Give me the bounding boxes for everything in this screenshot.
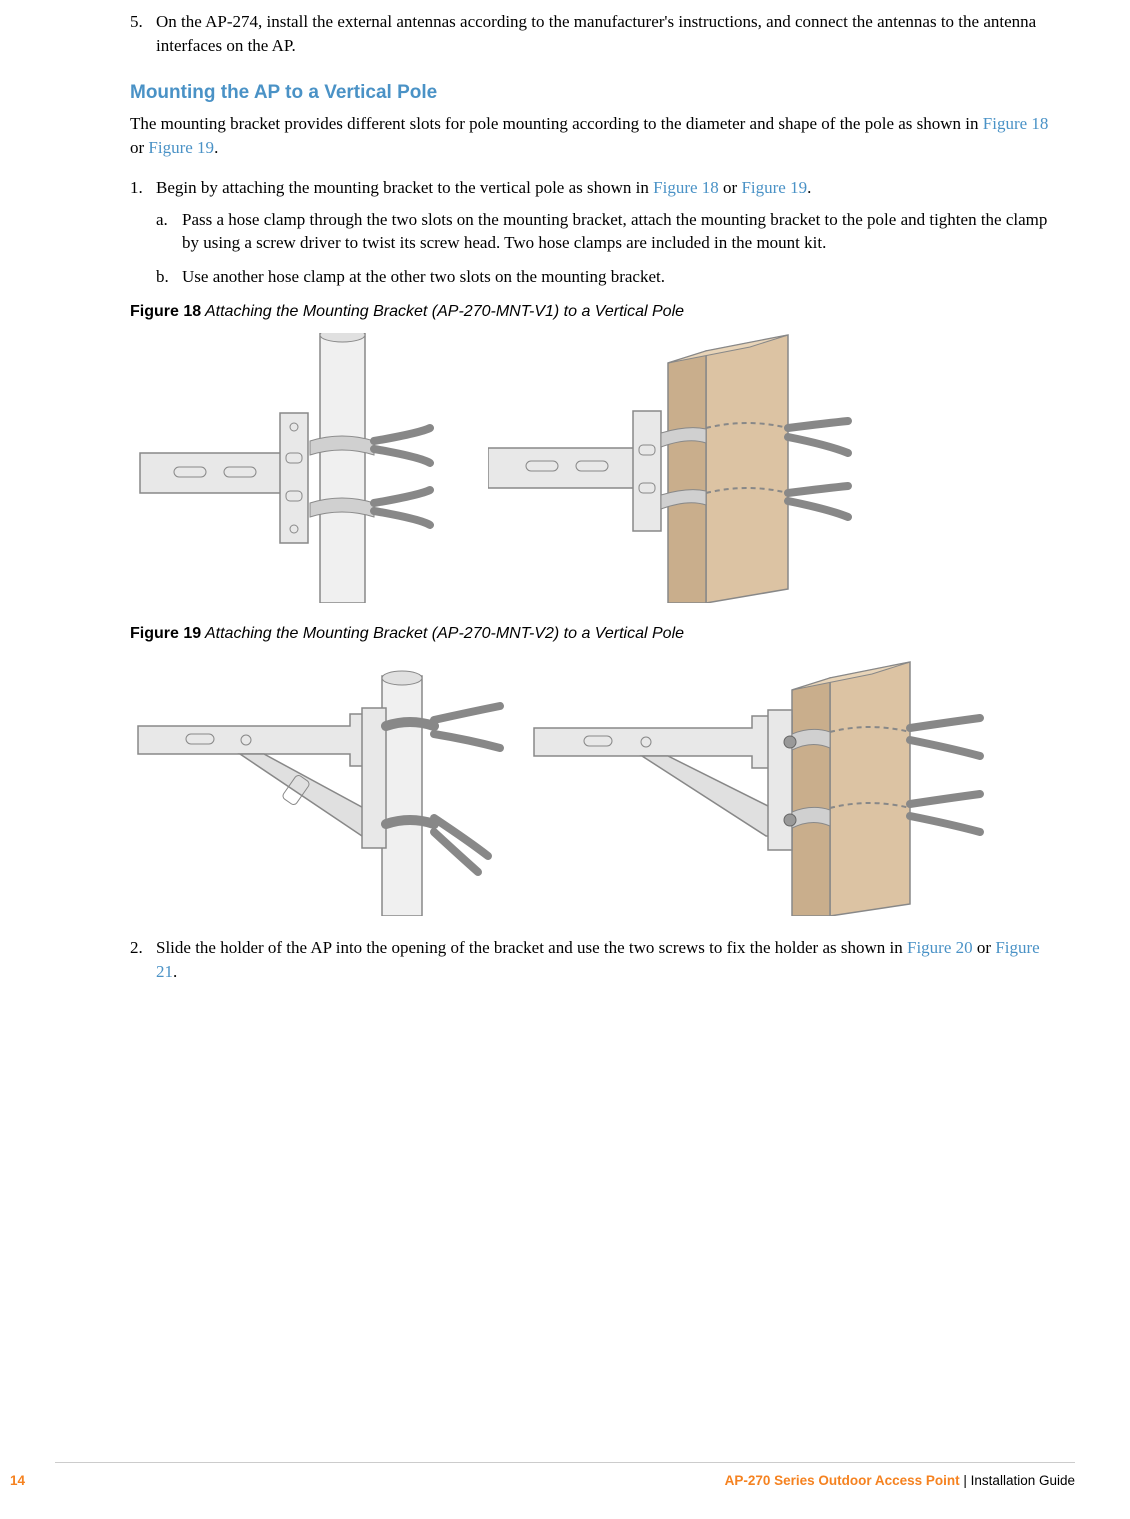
intro-paragraph: The mounting bracket provides different …	[130, 112, 1055, 160]
footer-divider	[55, 1462, 1075, 1463]
figure-18-title: Attaching the Mounting Bracket (AP-270-M…	[201, 303, 684, 320]
footer-right: AP-270 Series Outdoor Access Point | Ins…	[725, 1472, 1075, 1491]
section-heading: Mounting the AP to a Vertical Pole	[130, 80, 1055, 107]
footer-doc-title: AP-270 Series Outdoor Access Point	[725, 1473, 960, 1488]
step-1b: Use another hose clamp at the other two …	[156, 265, 1055, 289]
figure-18-right-illustration	[488, 333, 858, 603]
figure-19-right-illustration	[530, 656, 990, 916]
intro-text-a: The mounting bracket provides different …	[130, 114, 983, 133]
figure-19-caption: Figure 19 Attaching the Mounting Bracket…	[130, 623, 1055, 645]
link-figure-18[interactable]: Figure 18	[983, 114, 1049, 133]
step-2-or: or	[973, 938, 996, 957]
link-figure-19[interactable]: Figure 19	[148, 138, 214, 157]
step-1-period: .	[807, 178, 811, 197]
link-figure-18-b[interactable]: Figure 18	[653, 178, 719, 197]
footer-doc-type: Installation Guide	[971, 1473, 1075, 1488]
step-2-period: .	[173, 962, 177, 981]
intro-or: or	[130, 138, 148, 157]
step-5-text: On the AP-274, install the external ante…	[156, 12, 1036, 55]
step-1a-text: Pass a hose clamp through the two slots …	[182, 210, 1047, 253]
figure-19-row	[130, 656, 1055, 916]
figure-19-label: Figure 19	[130, 625, 201, 642]
figure-19-title: Attaching the Mounting Bracket (AP-270-M…	[201, 625, 684, 642]
step-1: Begin by attaching the mounting bracket …	[130, 176, 1055, 289]
figure-18-label: Figure 18	[130, 303, 201, 320]
figure-18-row	[130, 333, 1055, 603]
step-1b-text: Use another hose clamp at the other two …	[182, 267, 665, 286]
step-1-or: or	[719, 178, 742, 197]
figure-19-left-illustration	[130, 656, 510, 916]
figure-18-left-illustration	[130, 333, 440, 603]
page-footer: 14 AP-270 Series Outdoor Access Point | …	[0, 1472, 1075, 1491]
step-5: On the AP-274, install the external ante…	[130, 10, 1055, 58]
step-2-text: Slide the holder of the AP into the open…	[156, 938, 907, 957]
figure-18-caption: Figure 18 Attaching the Mounting Bracket…	[130, 301, 1055, 323]
step-1-text: Begin by attaching the mounting bracket …	[156, 178, 653, 197]
step-2: Slide the holder of the AP into the open…	[130, 936, 1055, 984]
step-1a: Pass a hose clamp through the two slots …	[156, 208, 1055, 256]
page-number: 14	[10, 1472, 25, 1491]
footer-separator: |	[960, 1473, 971, 1488]
link-figure-20[interactable]: Figure 20	[907, 938, 973, 957]
page-content: On the AP-274, install the external ante…	[55, 0, 1075, 983]
intro-period: .	[214, 138, 218, 157]
link-figure-19-b[interactable]: Figure 19	[741, 178, 807, 197]
